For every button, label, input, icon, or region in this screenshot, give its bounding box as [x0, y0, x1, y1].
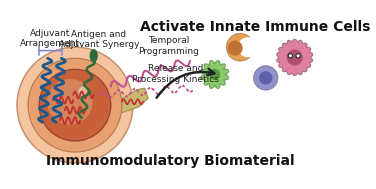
Text: Activate Innate Immune Cells: Activate Innate Immune Cells [140, 20, 371, 34]
Circle shape [48, 80, 92, 124]
Polygon shape [90, 50, 97, 62]
Circle shape [254, 66, 278, 90]
Text: Release and
Processing Kinetics: Release and Processing Kinetics [132, 64, 219, 84]
Circle shape [297, 55, 299, 57]
Circle shape [39, 69, 111, 141]
Circle shape [79, 87, 88, 96]
Circle shape [287, 50, 302, 65]
Polygon shape [201, 61, 229, 88]
Polygon shape [112, 88, 148, 115]
Circle shape [238, 38, 257, 57]
Text: Temporal
Programming: Temporal Programming [138, 36, 199, 56]
Circle shape [296, 54, 300, 58]
Circle shape [17, 47, 133, 163]
Circle shape [227, 34, 254, 61]
Text: Antigen and
Adjuvant Synergy: Antigen and Adjuvant Synergy [59, 29, 139, 49]
Text: Immunomodulatory Biomaterial: Immunomodulatory Biomaterial [46, 154, 295, 168]
Circle shape [228, 41, 242, 55]
Circle shape [288, 54, 293, 58]
Text: Adjuvant
Arrangement: Adjuvant Arrangement [20, 29, 80, 48]
Circle shape [290, 55, 291, 57]
Circle shape [28, 58, 122, 152]
Circle shape [260, 72, 272, 84]
Circle shape [210, 70, 220, 79]
Polygon shape [277, 39, 312, 76]
